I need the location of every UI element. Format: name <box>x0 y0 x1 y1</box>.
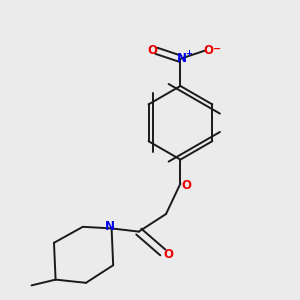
Text: O: O <box>181 179 191 192</box>
Text: N: N <box>177 52 187 65</box>
Text: +: + <box>185 50 192 58</box>
Text: O: O <box>204 44 214 57</box>
Text: O: O <box>147 44 157 57</box>
Text: −: − <box>212 44 220 54</box>
Text: O: O <box>163 248 173 262</box>
Text: N: N <box>105 220 115 233</box>
